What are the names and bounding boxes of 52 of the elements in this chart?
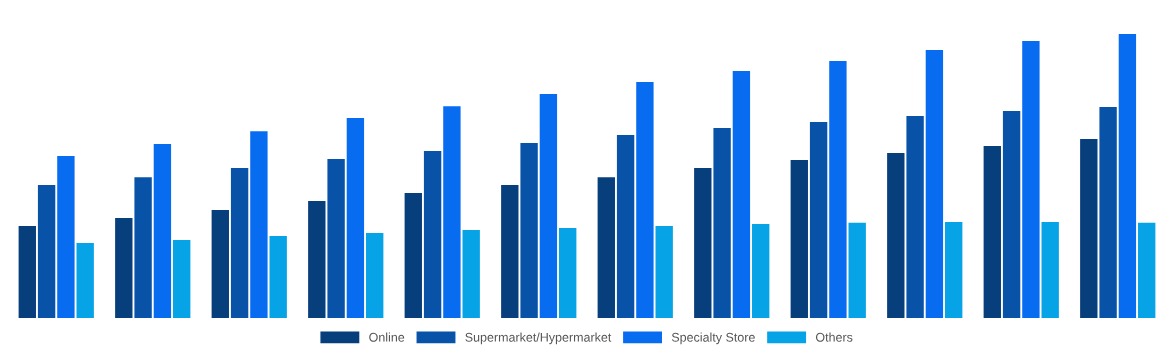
bar [559,227,577,318]
bar [173,239,191,318]
bar [346,118,365,318]
bar [153,143,172,318]
bar [1118,34,1137,318]
bar [636,82,654,318]
bar [1080,139,1098,318]
bar [501,185,519,318]
bar [983,145,1001,318]
bar [539,93,558,318]
bar [462,229,480,318]
bar [76,243,94,318]
bar [597,177,615,318]
bar [37,185,56,318]
bar [1002,110,1021,318]
bar [829,60,847,318]
bar [790,160,808,318]
bar [366,233,384,318]
bar [327,158,345,318]
legend-label: Specialty Store [671,332,755,345]
bar [134,177,152,318]
bar [694,168,712,318]
legend-label: Online [369,332,405,342]
bar [655,225,673,318]
bar [115,218,133,318]
bar [1022,41,1040,318]
bar [887,153,905,318]
bar [423,151,442,318]
bar [1041,222,1059,318]
bar [404,193,422,318]
bar [520,143,538,318]
bar [57,156,75,318]
bar [809,122,828,318]
bar [18,225,36,318]
bar [925,49,944,318]
bar [230,168,249,318]
legend-label: Supermarket/Hypermarket [465,332,612,345]
bar [1138,222,1156,318]
bar [211,210,229,318]
bar [732,70,751,318]
bar [1099,106,1117,318]
bar [250,131,268,318]
bar [752,224,770,318]
bar [616,135,635,318]
bar [945,222,963,318]
bar [308,200,326,318]
bar [713,128,731,318]
bar [906,116,924,318]
legend-label: Others [815,332,853,342]
bar [848,222,866,318]
bar [269,235,287,318]
bar [443,106,461,318]
